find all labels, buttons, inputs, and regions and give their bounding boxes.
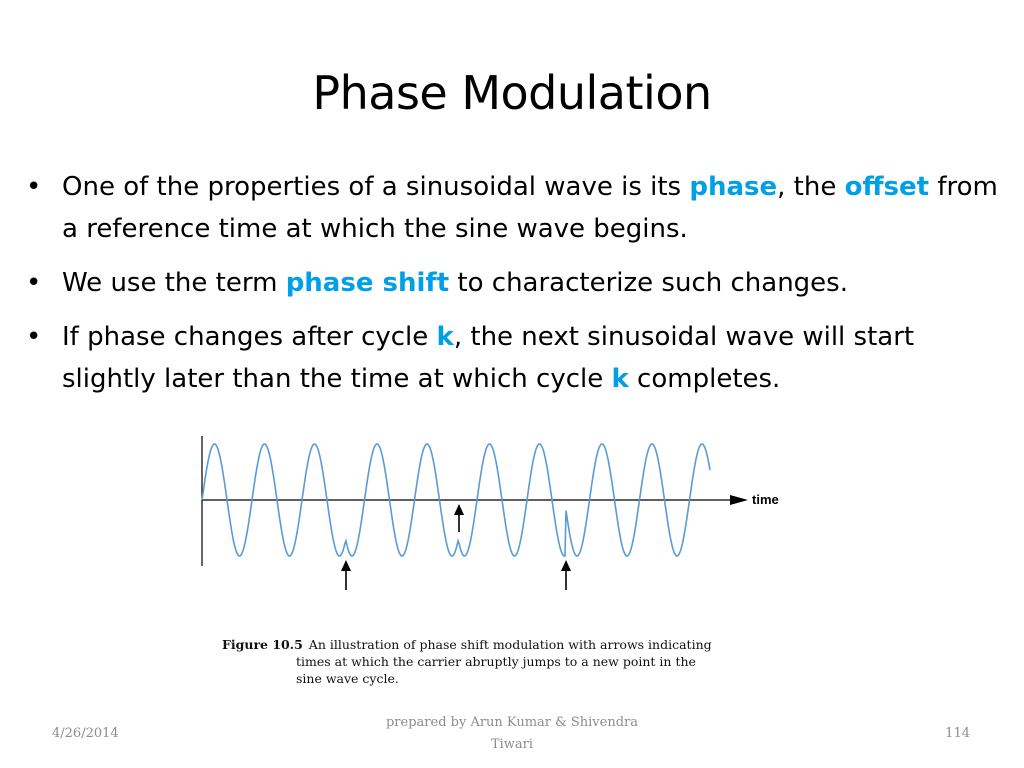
highlight-term-offset: offset (844, 172, 930, 202)
bullet-point-icon: • (26, 268, 42, 298)
up-arrow-icon (561, 560, 571, 571)
page-number: 114 (945, 726, 970, 741)
phase-shift-diagram: time (201, 436, 779, 590)
highlight-term-phase-shift: phase shift (285, 268, 450, 298)
highlight-term-k: k (611, 364, 629, 394)
up-arrow-icon (454, 504, 464, 515)
bullet-text-part: to characterize such changes. (449, 268, 848, 298)
phase-jump-arrow-1 (341, 560, 351, 590)
time-axis-label: time (752, 492, 779, 507)
bullet-point-icon: • (26, 172, 42, 202)
footer-author: prepared by Arun Kumar & Shivendra Tiwar… (372, 712, 652, 756)
time-axis-arrowhead-icon (730, 495, 748, 505)
caption-line-2: times at which the carrier abruptly jump… (296, 654, 696, 669)
bullet-item: • We use the term phase shift to charact… (26, 262, 1006, 304)
phase-jump-arrow-2 (454, 504, 464, 532)
bullet-text-part: We use the term (62, 268, 286, 298)
bullet-text-part: , the (777, 172, 845, 202)
bullet-text-part: from a reference time at which the sine … (62, 172, 998, 244)
caption-line-1: An illustration of phase shift modulatio… (308, 637, 712, 652)
slide-title: Phase Modulation (312, 66, 712, 120)
phase-jump-arrow-3 (561, 560, 571, 590)
bullet-point-icon: • (26, 322, 42, 352)
highlight-term-k: k (436, 322, 454, 352)
caption-line-3: sine wave cycle. (296, 671, 399, 686)
modulated-sine-wave (201, 443, 711, 557)
footer-author-line-2: Tiwari (490, 737, 534, 752)
bullet-item: • If phase changes after cycle k, the ne… (26, 316, 1006, 400)
figure-number: Figure 10.5 (222, 637, 303, 652)
bullet-item: • One of the properties of a sinusoidal … (26, 166, 1006, 250)
phase-modulation-figure: time (190, 432, 810, 602)
bullet-text-part: If phase changes after cycle (62, 322, 437, 352)
figure-caption: Figure 10.5 An illustration of phase shif… (222, 636, 782, 687)
footer-author-line-1: prepared by Arun Kumar & Shivendra (385, 715, 638, 730)
bullet-text-part: One of the properties of a sinusoidal wa… (62, 172, 690, 202)
bullet-text-part: completes. (628, 364, 781, 394)
bullet-list: • One of the properties of a sinusoidal … (26, 166, 1006, 412)
up-arrow-icon (341, 560, 351, 571)
footer-date: 4/26/2014 (52, 726, 119, 741)
bullet-text-part: , the next sinusoidal wave will start sl… (62, 322, 915, 394)
highlight-term-phase: phase (689, 172, 778, 202)
